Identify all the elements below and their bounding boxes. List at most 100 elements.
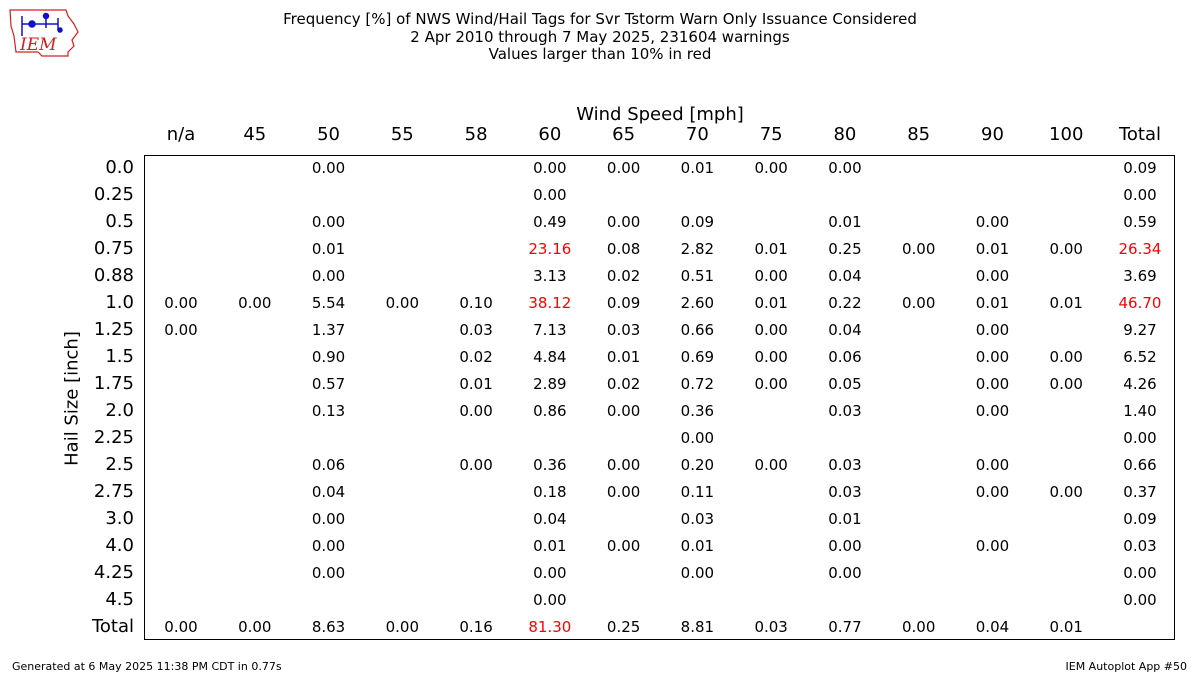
table-cell: 0.01 [975, 294, 1010, 312]
table-cell: 0.01 [680, 159, 715, 177]
table-cell: 0.72 [680, 375, 715, 393]
column-header-90: 90 [981, 124, 1004, 145]
table-cell: 0.00 [311, 564, 346, 582]
row-header: 4.25 [93, 562, 134, 583]
iem-logo: IEM [8, 6, 80, 58]
table-cell: 0.02 [459, 348, 493, 366]
table-cell: 0.10 [459, 294, 493, 312]
table-cell: 0.01 [533, 537, 567, 555]
row-header: 3.0 [105, 508, 134, 529]
table-cell: 0.00 [533, 564, 567, 582]
row-header: 0.88 [93, 265, 134, 286]
column-header-55: 55 [390, 124, 414, 145]
table-cell: 0.00 [1049, 375, 1083, 393]
table-cell: 8.63 [311, 618, 346, 636]
table-cell: 0.01 [975, 240, 1010, 258]
chart-note: Values larger than 10% in red [488, 45, 712, 63]
table-cell: 6.52 [1123, 348, 1157, 366]
table-cell: 26.34 [1118, 240, 1162, 258]
table-cell: 0.00 [975, 483, 1010, 501]
row-header: 1.0 [105, 292, 134, 313]
table-cell: 0.01 [754, 294, 788, 312]
table-cell: 0.00 [606, 537, 641, 555]
table-cell: 0.66 [1123, 456, 1157, 474]
table-cell: 5.54 [311, 294, 346, 312]
table-cell: 0.04 [311, 483, 346, 501]
table-cell: 0.06 [311, 456, 346, 474]
table-cell: 0.00 [311, 537, 346, 555]
table-cell: 0.22 [828, 294, 862, 312]
table-cell: 8.81 [680, 618, 715, 636]
row-header: 0.0 [105, 157, 134, 178]
column-header-60: 60 [538, 124, 562, 145]
table-cell: 0.04 [975, 618, 1010, 636]
table-cell: 0.00 [311, 267, 346, 285]
table-cell: 0.00 [901, 240, 936, 258]
chart-subtitle: 2 Apr 2010 through 7 May 2025, 231604 wa… [410, 28, 790, 46]
table-cell: 0.03 [459, 321, 493, 339]
table-cell: 0.09 [680, 213, 715, 231]
table-cell: 0.90 [311, 348, 346, 366]
table-cell: 0.01 [1049, 294, 1083, 312]
logo-text: IEM [19, 35, 57, 55]
column-header-100: 100 [1049, 124, 1084, 145]
table-cell: 0.00 [828, 159, 862, 177]
table-cell: 0.00 [975, 456, 1010, 474]
table-cell: 0.01 [754, 240, 788, 258]
table-cell: 0.03 [754, 618, 788, 636]
table-cell: 0.49 [533, 213, 567, 231]
table-cell: 7.13 [533, 321, 567, 339]
column-header-58: 58 [464, 124, 488, 145]
table-cell: 0.25 [828, 240, 862, 258]
table-cell: 0.00 [606, 483, 641, 501]
table-cell: 0.00 [606, 456, 641, 474]
table-cell: 0.03 [606, 321, 641, 339]
table-cell: 0.03 [828, 483, 862, 501]
row-header: 2.25 [93, 427, 134, 448]
table-cell: 0.03 [828, 456, 862, 474]
table-frame [144, 155, 1175, 640]
table-cell: 0.00 [459, 456, 493, 474]
table-cell: 1.40 [1123, 402, 1157, 420]
column-header-70: 70 [685, 124, 709, 145]
table-cell: 0.04 [828, 267, 862, 285]
table-cell: 0.37 [1123, 483, 1157, 501]
table-cell: 0.18 [533, 483, 567, 501]
row-header: 2.0 [105, 400, 134, 421]
table-cell: 0.09 [1123, 159, 1157, 177]
table-cell: 0.00 [1049, 240, 1083, 258]
row-header: 1.25 [93, 319, 134, 340]
table-cell: 0.00 [459, 402, 493, 420]
row-header: 2.75 [93, 481, 134, 502]
table-cell: 38.12 [528, 294, 572, 312]
table-cell: 0.01 [606, 348, 641, 366]
table-cell: 0.13 [311, 402, 346, 420]
table-cell: 0.00 [828, 537, 862, 555]
table-cell: 0.00 [754, 267, 788, 285]
table-cell: 0.20 [680, 456, 715, 474]
table-cell: 0.00 [238, 294, 272, 312]
row-header: 0.25 [93, 184, 134, 205]
column-header-85: 85 [907, 124, 931, 145]
table-cell: 0.66 [680, 321, 715, 339]
table-cell: 0.02 [606, 267, 641, 285]
table-cell: 0.00 [975, 267, 1010, 285]
table-cell: 0.00 [754, 456, 788, 474]
column-header-65: 65 [612, 124, 636, 145]
generated-footer: Generated at 6 May 2025 11:38 PM CDT in … [12, 660, 282, 673]
chart-title: Frequency [%] of NWS Wind/Hail Tags for … [283, 10, 917, 28]
table-cell: 0.00 [311, 213, 346, 231]
row-header: 0.5 [105, 211, 134, 232]
table-cell: 0.00 [975, 375, 1010, 393]
row-header: 1.75 [93, 373, 134, 394]
table-cell: 0.25 [606, 618, 641, 636]
table-cell: 0.01 [311, 240, 346, 258]
table-cell: 0.00 [680, 564, 715, 582]
table-cell: 2.82 [680, 240, 715, 258]
table-cell: 0.03 [828, 402, 862, 420]
table-cell: 0.04 [828, 321, 862, 339]
table-cell: 0.00 [606, 402, 641, 420]
table-cell: 0.00 [1049, 483, 1083, 501]
table-cell: 0.00 [754, 348, 788, 366]
table-cell: 0.03 [680, 510, 715, 528]
